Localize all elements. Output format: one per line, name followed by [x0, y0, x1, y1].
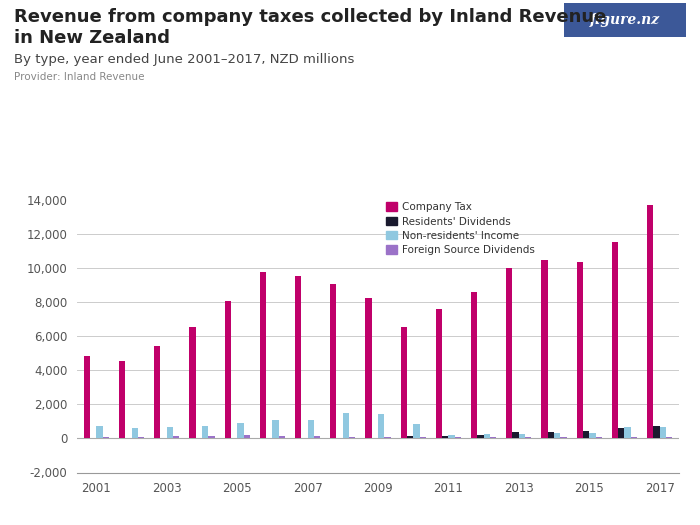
- Bar: [519, 434, 525, 438]
- Bar: [541, 260, 547, 438]
- Bar: [138, 437, 144, 438]
- Bar: [435, 309, 442, 438]
- Bar: [365, 298, 372, 438]
- Bar: [631, 437, 637, 438]
- Bar: [314, 436, 321, 438]
- Bar: [231, 437, 237, 438]
- Bar: [525, 437, 531, 438]
- Bar: [272, 421, 279, 438]
- Bar: [400, 327, 407, 438]
- Bar: [301, 437, 307, 438]
- Bar: [596, 437, 602, 438]
- Text: in New Zealand: in New Zealand: [14, 29, 170, 47]
- Bar: [307, 419, 314, 438]
- Bar: [419, 437, 426, 438]
- Bar: [97, 426, 103, 438]
- Bar: [413, 424, 419, 438]
- Bar: [647, 205, 653, 438]
- Bar: [378, 415, 384, 438]
- Bar: [119, 361, 125, 438]
- Bar: [506, 268, 512, 438]
- Text: figure.nz: figure.nz: [589, 13, 660, 27]
- Bar: [484, 434, 490, 438]
- Bar: [154, 346, 160, 438]
- Bar: [512, 433, 519, 438]
- Bar: [407, 436, 413, 438]
- Bar: [343, 413, 349, 438]
- Bar: [449, 435, 455, 438]
- Bar: [237, 423, 244, 438]
- Bar: [84, 356, 90, 438]
- Bar: [279, 436, 285, 438]
- Bar: [202, 426, 209, 438]
- Bar: [330, 284, 337, 438]
- Bar: [577, 262, 583, 438]
- Bar: [554, 433, 561, 438]
- Bar: [260, 272, 266, 438]
- Legend: Company Tax, Residents' Dividends, Non-residents' Income, Foreign Source Dividen: Company Tax, Residents' Dividends, Non-r…: [383, 200, 538, 258]
- Bar: [653, 426, 659, 438]
- Bar: [189, 328, 195, 438]
- Text: By type, year ended June 2001–2017, NZD millions: By type, year ended June 2001–2017, NZD …: [14, 52, 354, 66]
- Bar: [295, 276, 301, 438]
- Bar: [666, 437, 672, 438]
- Bar: [167, 427, 173, 438]
- Bar: [372, 437, 378, 438]
- Bar: [490, 437, 496, 438]
- Bar: [455, 437, 461, 438]
- Text: Provider: Inland Revenue: Provider: Inland Revenue: [14, 72, 144, 82]
- Bar: [471, 292, 477, 438]
- Bar: [209, 436, 215, 438]
- Bar: [173, 436, 179, 438]
- Text: Revenue from company taxes collected by Inland Revenue: Revenue from company taxes collected by …: [14, 8, 606, 26]
- Bar: [624, 427, 631, 438]
- Bar: [349, 437, 356, 438]
- Bar: [442, 436, 449, 438]
- Bar: [244, 435, 250, 438]
- Bar: [659, 427, 666, 438]
- Bar: [561, 437, 567, 438]
- Bar: [132, 428, 138, 438]
- Bar: [612, 242, 618, 438]
- Bar: [547, 433, 554, 438]
- Bar: [583, 430, 589, 438]
- Bar: [589, 433, 596, 438]
- Bar: [384, 437, 391, 438]
- Bar: [618, 428, 624, 438]
- Bar: [337, 437, 343, 438]
- Bar: [477, 435, 484, 438]
- Bar: [266, 437, 272, 438]
- Bar: [103, 437, 109, 438]
- Bar: [225, 301, 231, 438]
